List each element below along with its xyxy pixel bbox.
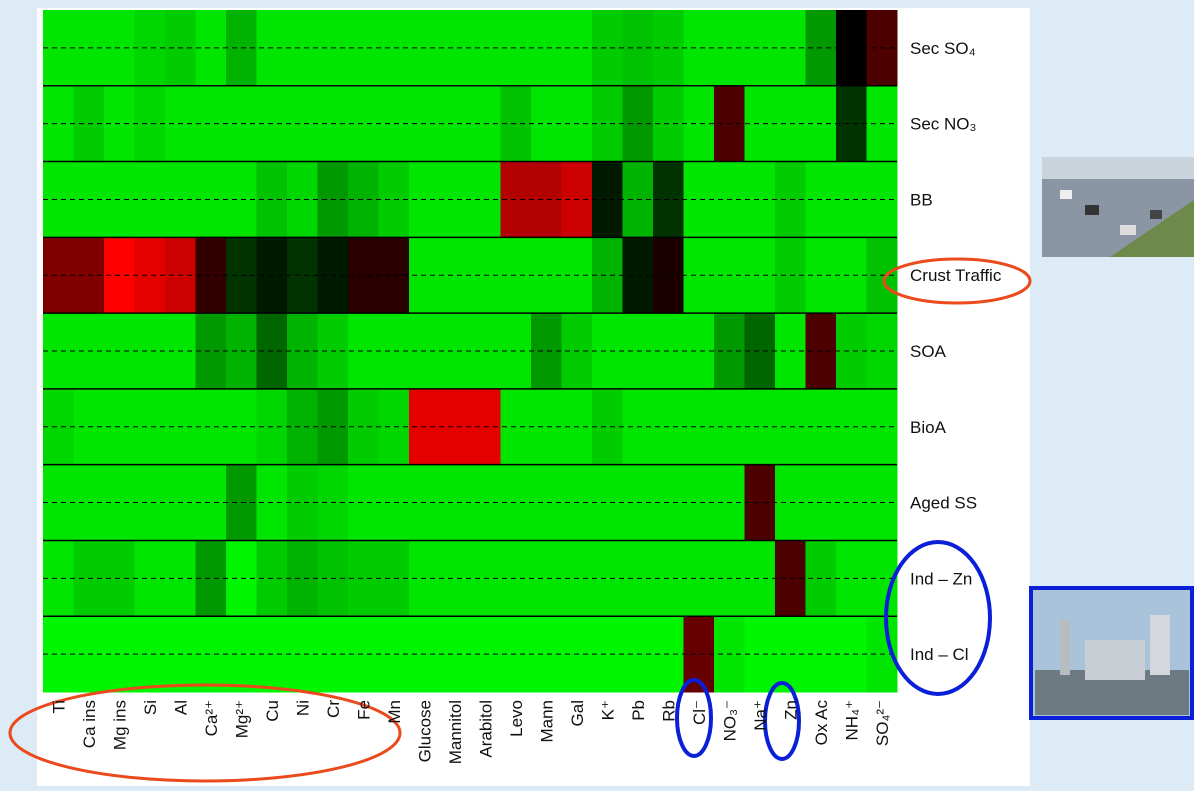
column-label: Cl⁻ [690, 700, 709, 725]
column-label: Fe [354, 700, 373, 720]
column-label: Zn [781, 700, 800, 720]
cell [440, 162, 471, 238]
cell [440, 237, 471, 313]
column-label: Ca²⁺ [202, 700, 221, 736]
row-label: Aged SS [910, 494, 977, 513]
column-label: Na⁺ [751, 700, 770, 731]
row-label: BioA [910, 418, 947, 437]
row-label: Sec SO₄ [910, 39, 976, 58]
column-label: Mann [537, 700, 556, 743]
row-label: Sec NO₃ [910, 115, 976, 134]
column-label: NO₃⁻ [720, 700, 739, 741]
column-label: Gal [568, 700, 587, 726]
row-label: BB [910, 190, 933, 209]
industry-photo [1031, 588, 1192, 718]
cell [440, 10, 471, 86]
page: Sec SO₄ Sec NO₃ BB Crust Traffic SOA BioA Aged… [0, 0, 1194, 786]
cell [440, 86, 471, 162]
cell [440, 540, 471, 616]
traffic-photo [1042, 157, 1194, 257]
column-label: Cu [263, 700, 282, 722]
row-label: Ind – Zn [910, 569, 972, 588]
cell [440, 313, 471, 389]
column-label: Mn [385, 700, 404, 724]
column-label: Si [141, 700, 160, 715]
column-label: Ca ins [80, 700, 99, 748]
column-label: Ox Ac [812, 700, 831, 746]
column-label: Ni [293, 700, 312, 716]
cell [440, 389, 471, 465]
row-label: SOA [910, 342, 947, 361]
column-label: Glucose [415, 700, 434, 762]
column-label: Mg ins [110, 700, 129, 750]
column-label: Cr [324, 700, 343, 718]
column-label: Pb [629, 700, 648, 721]
cell [440, 465, 471, 541]
column-label: SO₄²⁻ [873, 700, 892, 746]
column-label: Levo [507, 700, 526, 737]
column-label: Ti [49, 700, 68, 714]
chart: Sec SO₄ Sec NO₃ BB Crust Traffic SOA BioA Aged… [0, 0, 1194, 786]
row-label: Crust Traffic [910, 266, 1002, 285]
column-label: Rb [659, 700, 678, 722]
column-label: Arabitol [476, 700, 495, 758]
column-label: NH₄⁺ [842, 700, 861, 740]
row-label: Ind – Cl [910, 645, 969, 664]
heatmap [43, 10, 898, 693]
column-label: Mg²⁺ [232, 700, 251, 738]
column-label: Al [171, 700, 190, 715]
column-label: Mannitol [446, 700, 465, 764]
cell [440, 616, 471, 692]
column-label: K⁺ [598, 700, 617, 720]
